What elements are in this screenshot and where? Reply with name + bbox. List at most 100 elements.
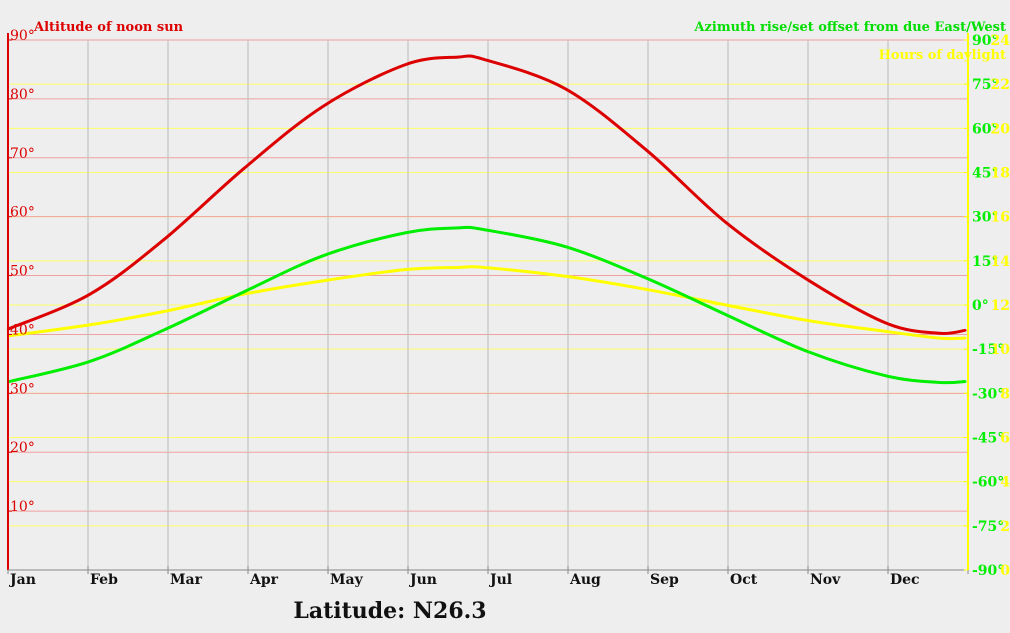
altitude-line-point-5 [403,63,407,66]
right-daylight-tick-label-6: 12 [991,298,1010,314]
right-azimuth-tick-label-2: 60° [972,121,998,137]
right-azimuth-tick-label-6: 0° [972,298,989,314]
daylight-line-point-12 [885,330,888,333]
series-layer [6,54,967,385]
right-daylight-tick-label-1: 22 [991,77,1010,93]
right-daylight-tick-label-3: 18 [991,166,1010,182]
right-azimuth-tick-label-8: -30° [972,386,1004,402]
left-tick-label-90: 90° [10,28,35,44]
azimuth-line-point-13 [937,381,941,384]
right-azimuth-tick-label-7: -15° [972,342,1004,358]
right-daylight-tick-label-7: 10 [991,342,1010,358]
daylight-line-point-8 [564,275,567,278]
azimuth-line-point-11 [806,350,809,353]
right-daylight-tick-label-10: 4 [1000,475,1010,491]
right-daylight-tick-label-5: 14 [991,254,1010,270]
x-tick-label-apr: Apr [249,572,279,588]
left-tick-label-40: 40° [10,322,35,338]
right-azimuth-tick-label-9: -45° [972,431,1004,447]
x-tick-label-may: May [330,572,364,588]
right-azimuth-tick-label-11: -75° [972,519,1004,535]
right-azimuth-tick-label-3: 45° [972,166,998,182]
daylight-line-point-14 [964,336,967,340]
daylight-line-point-1 [88,323,91,327]
daylight-line-point-4 [322,279,325,282]
right-daylight-tick-label-2: 20 [991,121,1010,137]
right-azimuth-tick-label-1: 75° [972,77,998,93]
legend-daylight: Hours of daylight [879,48,1006,63]
azimuth-line-point-4 [322,254,325,257]
daylight-line-point-7 [482,266,486,269]
right-azimuth-tick-label-4: 30° [972,210,998,226]
left-tick-label-80: 80° [10,87,35,103]
altitude-line-point-1 [88,293,91,296]
right-azimuth-tick-label-12: -90° [972,563,1004,579]
azimuth-line-point-14 [964,380,967,383]
azimuth-line-point-9 [645,277,649,280]
daylight-line-point-2 [161,310,165,313]
grid-layer [7,39,969,574]
altitude-line-point-10 [724,221,728,224]
x-tick-label-nov: Nov [810,572,841,588]
right-daylight-tick-label-12: 0 [1000,563,1010,579]
x-tick-label-jul: Jul [488,572,512,588]
x-tick-label-dec: Dec [890,572,920,588]
right-azimuth-tick-label-10: -60° [972,475,1004,491]
right-azimuth-tick-label-5: 15° [972,254,998,270]
azimuth-line-point-7 [482,228,486,231]
altitude-line-point-14 [964,329,967,332]
label-layer: Altitude of noon sun Azimuth rise/set of… [8,20,1010,624]
right-azimuth-tick-label-0: 90° [972,33,998,49]
altitude-line-point-12 [885,322,888,325]
axes-layer [7,33,969,571]
daylight-line-point-5 [403,268,407,271]
right-daylight-tick-label-4: 16 [991,210,1010,226]
altitude-line-point-4 [322,104,325,108]
azimuth-line-point-12 [885,374,888,378]
azimuth-line-point-1 [88,360,91,363]
altitude-line-point-2 [161,239,165,242]
left-tick-label-30: 30° [10,381,35,397]
x-tick-label-feb: Feb [90,572,118,588]
daylight-line [7,265,966,341]
left-tick-label-70: 70° [10,146,35,162]
x-tick-label-sep: Sep [650,572,679,588]
daylight-line-point-9 [645,288,649,291]
x-tick-label-mar: Mar [170,572,203,588]
daylight-line-point-10 [724,303,728,307]
x-tick-label-aug: Aug [569,572,601,588]
left-tick-label-20: 20° [10,440,35,456]
altitude-line-point-8 [564,87,567,91]
daylight-line-point-13 [937,336,941,340]
left-tick-label-50: 50° [10,264,35,280]
right-daylight-tick-label-8: 8 [1000,386,1010,402]
x-tick-label-oct: Oct [730,572,758,588]
altitude-line-point-7 [482,58,486,61]
x-tick-label-jan: Jan [8,572,36,588]
altitude-line [7,54,966,335]
azimuth-line-point-10 [724,313,728,316]
right-daylight-tick-label-0: 24 [991,33,1010,49]
daylight-line-point-11 [806,319,809,322]
x-tick-label-jun: Jun [408,572,437,588]
altitude-line-point-11 [806,278,809,281]
right-daylight-tick-label-11: 2 [1000,519,1010,535]
legend-altitude: Altitude of noon sun [33,20,184,35]
left-tick-label-60: 60° [10,205,35,221]
right-daylight-tick-label-9: 6 [1000,431,1010,447]
altitude-line-point-6 [456,55,459,59]
altitude-line-point-13 [937,332,941,335]
azimuth-line-point-3 [243,290,246,293]
latitude-footer: Latitude: N26.3 [293,598,486,624]
altitude-line-point-9 [645,149,649,152]
left-tick-label-10: 10° [10,499,35,515]
azimuth-line-point-2 [161,329,165,332]
azimuth-line-point-6 [456,226,459,230]
daylight-line-point-6 [456,266,459,269]
altitude-line-point-3 [243,166,246,169]
azimuth-line-point-8 [564,245,567,248]
azimuth-line-point-5 [403,231,407,235]
legend-azimuth: Azimuth rise/set offset from due East/We… [693,20,1006,35]
